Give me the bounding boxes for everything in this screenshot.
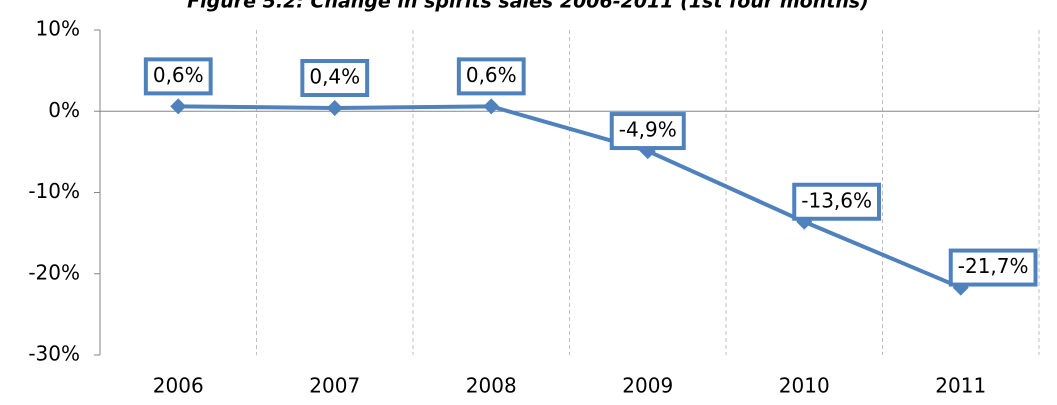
data-label-box <box>456 57 526 96</box>
data-point <box>170 98 187 115</box>
data-label: -4,9% <box>619 118 677 142</box>
x-tick-label: 2011 <box>935 374 986 398</box>
data-label-box <box>792 182 882 221</box>
data-label: 0,4% <box>309 65 360 89</box>
x-tick-label: 2008 <box>466 374 517 398</box>
y-tick-label: -20% <box>28 260 80 284</box>
chart-title: Figure 5.2: Change in spirits sales 2006… <box>187 0 869 13</box>
data-label-box <box>300 59 370 97</box>
data-label: -13,6% <box>801 188 872 212</box>
y-tick-label: 10% <box>36 17 80 41</box>
x-tick-label: 2009 <box>622 374 673 398</box>
x-tick-label: 2007 <box>309 374 360 398</box>
x-tick-label: 2006 <box>153 374 204 398</box>
data-label-box <box>609 112 686 151</box>
data-label: 0,6% <box>153 63 204 87</box>
series-line <box>178 104 962 290</box>
data-point <box>326 100 343 116</box>
y-tick-label: -10% <box>28 179 80 203</box>
y-tick-label: 0% <box>48 98 80 122</box>
data-point <box>483 98 500 115</box>
y-tick-label: -30% <box>28 342 80 366</box>
x-tick-label: 2010 <box>779 374 830 398</box>
data-label: -21,7% <box>958 254 1029 278</box>
data-label: 0,6% <box>466 63 517 87</box>
data-label-box <box>948 248 1038 287</box>
data-label-box <box>143 57 213 96</box>
